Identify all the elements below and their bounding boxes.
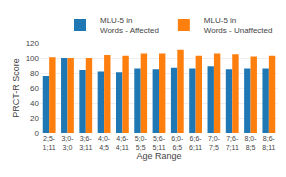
svg-text:3;0-3;0: 3;0-3;0 bbox=[61, 135, 74, 151]
svg-text:4;0-4;5: 4;0-4;5 bbox=[98, 135, 111, 151]
svg-text:80: 80 bbox=[30, 69, 39, 78]
svg-text:40: 40 bbox=[30, 99, 39, 108]
svg-text:0: 0 bbox=[35, 129, 40, 138]
svg-text:4;6-4;11: 4;6-4;11 bbox=[116, 135, 129, 151]
svg-text:8;0-8;5: 8;0-8;5 bbox=[245, 135, 258, 151]
svg-text:6;0-6;5: 6;0-6;5 bbox=[171, 135, 184, 151]
svg-text:MLU-5 inWords - Affected: MLU-5 inWords - Affected bbox=[100, 16, 159, 35]
svg-text:MLU-5 inWords - Unaffected: MLU-5 inWords - Unaffected bbox=[204, 16, 273, 35]
svg-text:5;6-5;11: 5;6-5;11 bbox=[152, 135, 165, 151]
svg-text:8;6-8;11: 8;6-8;11 bbox=[262, 135, 275, 151]
svg-text:3;6-3;11: 3;6-3;11 bbox=[79, 135, 92, 151]
svg-text:120: 120 bbox=[26, 39, 40, 48]
svg-text:20: 20 bbox=[30, 114, 39, 123]
svg-text:7;0-7;5: 7;0-7;5 bbox=[208, 135, 221, 151]
svg-text:7;6-7;11: 7;6-7;11 bbox=[226, 135, 239, 151]
svg-text:PRCT-R Score: PRCT-R Score bbox=[11, 58, 21, 118]
svg-text:60: 60 bbox=[30, 84, 39, 93]
svg-text:Age Range: Age Range bbox=[136, 151, 181, 161]
svg-text:5;0-5;5: 5;0-5;5 bbox=[135, 135, 148, 151]
svg-text:6;6-6;11: 6;6-6;11 bbox=[189, 135, 202, 151]
svg-text:100: 100 bbox=[26, 54, 40, 63]
svg-text:2;5-1;11: 2;5-1;11 bbox=[43, 135, 56, 151]
